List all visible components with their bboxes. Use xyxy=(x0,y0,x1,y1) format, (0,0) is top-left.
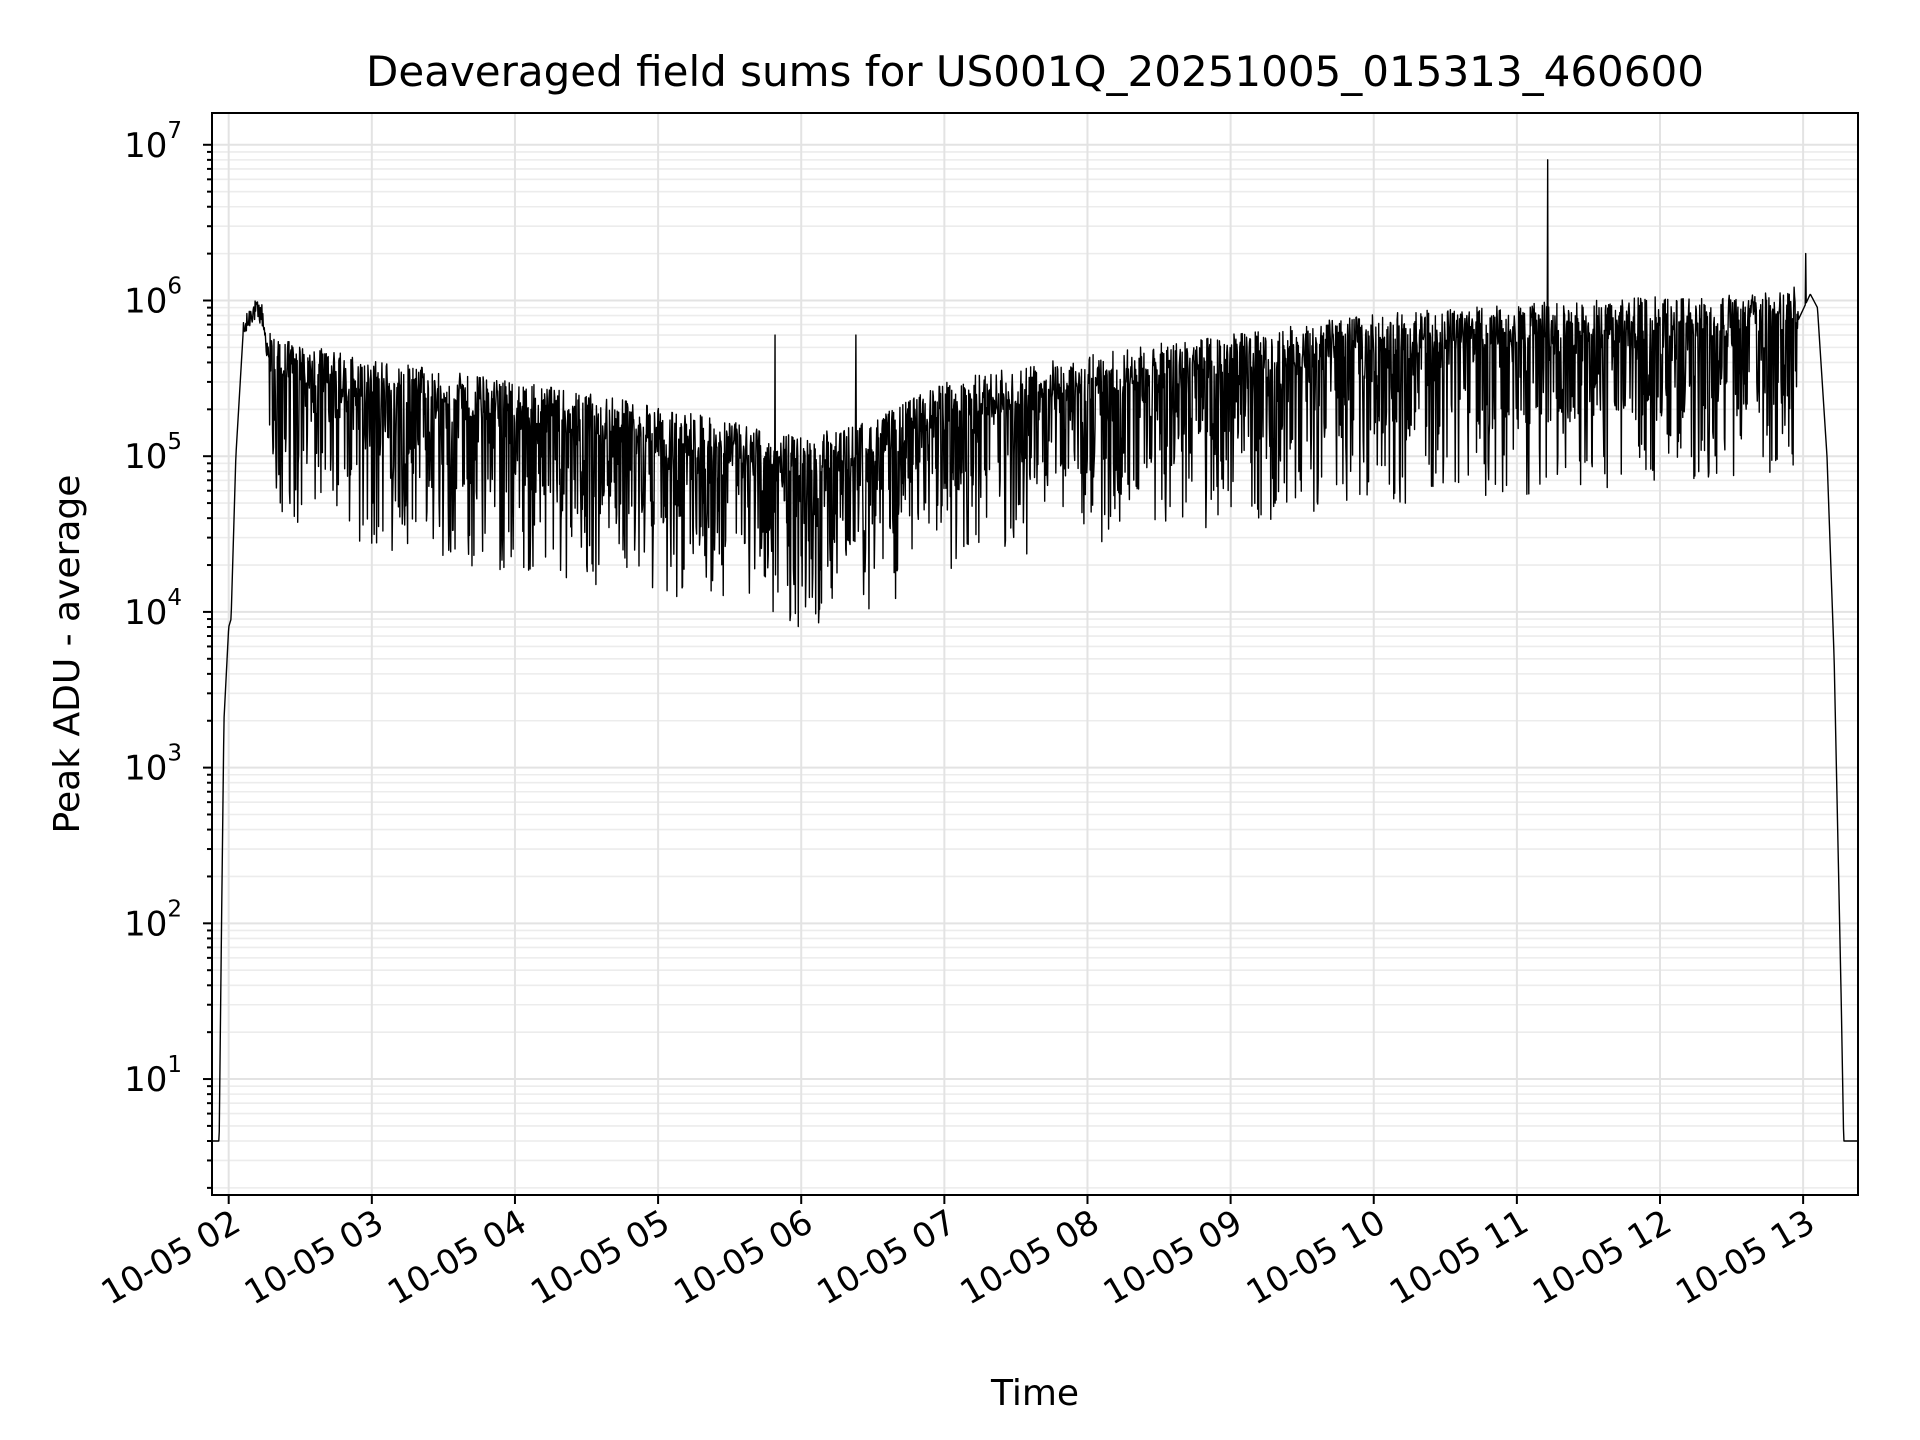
y-tick-label: 107 xyxy=(124,118,182,166)
x-axis-label: Time xyxy=(990,1373,1079,1414)
y-axis: 101 102 103 104 105 106 107 xyxy=(124,118,212,1189)
y-tick-label: 106 xyxy=(124,273,182,321)
y-tick-label: 103 xyxy=(124,741,182,789)
y-axis-label: Peak ADU - average xyxy=(47,475,88,834)
series-line xyxy=(211,159,1859,1142)
y-tick-label: 101 xyxy=(124,1052,182,1100)
y-tick-label: 104 xyxy=(124,585,182,633)
plot-frame xyxy=(211,112,1859,1196)
y-tick-label: 105 xyxy=(124,429,182,477)
chart-title: Deaveraged field sums for US001Q_2025100… xyxy=(366,47,1704,96)
grid xyxy=(212,113,1858,1195)
y-tick-label: 102 xyxy=(124,896,182,944)
